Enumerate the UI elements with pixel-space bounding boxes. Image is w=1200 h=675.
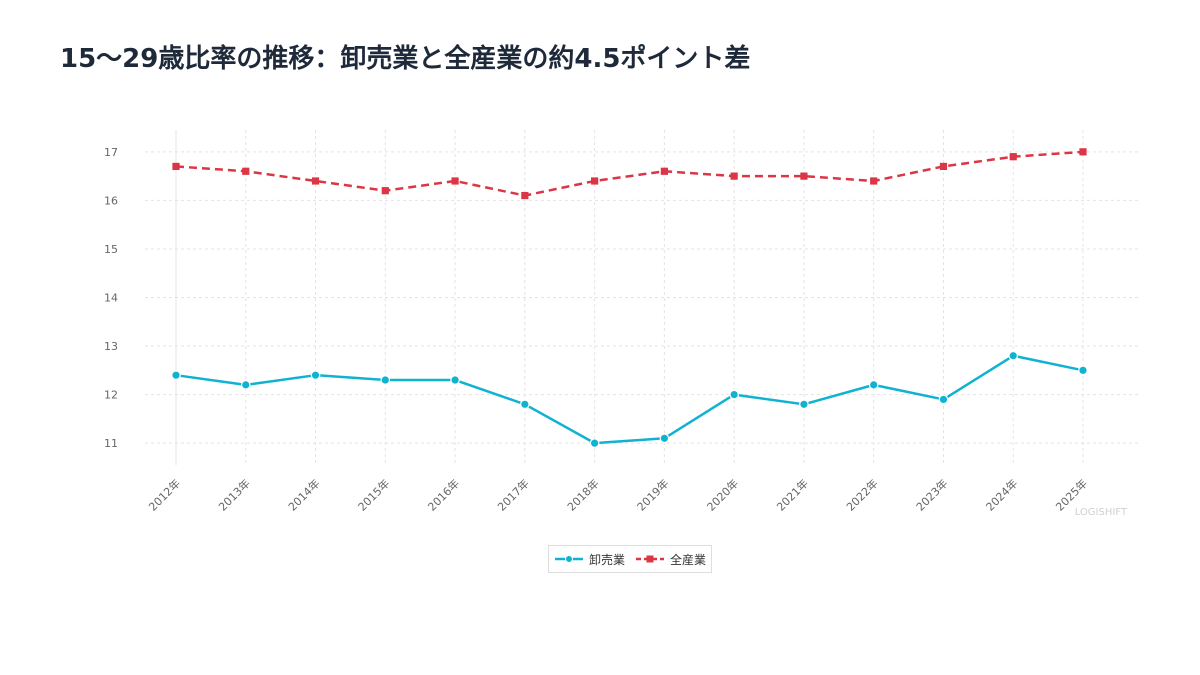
data-point-wholesale[interactable]: [1078, 365, 1088, 376]
legend: 卸売業 全産業: [548, 545, 712, 573]
data-point-all-industries[interactable]: [451, 177, 459, 185]
y-tick-label: 17: [104, 146, 118, 159]
y-tick-label: 16: [104, 194, 118, 207]
legend-item-wholesale[interactable]: 卸売業: [554, 551, 625, 568]
data-point-wholesale[interactable]: [729, 389, 739, 400]
legend-swatch-circle-icon: [554, 555, 583, 563]
data-point-wholesale[interactable]: [868, 380, 879, 390]
y-tick-label: 15: [104, 243, 118, 256]
data-point-wholesale[interactable]: [1008, 350, 1019, 361]
legend-label-wholesale: 卸売業: [588, 552, 625, 567]
data-point-all-industries[interactable]: [1079, 148, 1087, 156]
data-point-wholesale[interactable]: [520, 399, 530, 410]
x-tick-label: 2024年: [983, 476, 1020, 513]
data-point-wholesale[interactable]: [240, 380, 251, 390]
data-point-wholesale[interactable]: [659, 433, 670, 444]
x-tick-label: 2018年: [564, 476, 601, 513]
data-point-all-industries[interactable]: [242, 167, 250, 175]
data-point-all-industries[interactable]: [800, 172, 808, 180]
legend-swatch-square-icon: [636, 555, 664, 563]
data-point-all-industries[interactable]: [870, 177, 878, 185]
data-point-all-industries[interactable]: [939, 162, 948, 171]
data-point-wholesale[interactable]: [380, 375, 391, 385]
legend-label-all-industries: 全産業: [670, 552, 707, 567]
x-tick-label: 2023年: [913, 476, 950, 513]
x-tick-label: 2017年: [494, 476, 531, 513]
data-point-all-industries[interactable]: [660, 167, 668, 175]
y-tick-label: 13: [104, 340, 118, 353]
series-line-all-industries: [175, 150, 1084, 197]
data-point-wholesale[interactable]: [450, 375, 460, 385]
y-axis-ticks: 11 12 13 14 15 16 17: [104, 146, 118, 450]
chart-title: 15〜29歳比率の推移：卸売業と全産業の約4.5ポイント差: [60, 44, 751, 74]
x-tick-label: 2019年: [634, 476, 671, 513]
data-point-all-industries[interactable]: [591, 177, 599, 185]
watermark: LOGISHIFT: [1075, 507, 1128, 518]
data-point-all-industries[interactable]: [730, 172, 738, 180]
y-tick-label: 11: [104, 437, 118, 450]
x-tick-label: 2015年: [355, 476, 392, 513]
data-point-wholesale[interactable]: [799, 399, 809, 410]
data-point-wholesale[interactable]: [310, 370, 321, 380]
series-layer: [171, 148, 1088, 448]
y-tick-label: 12: [104, 389, 118, 402]
data-point-all-industries[interactable]: [521, 191, 529, 200]
data-point-wholesale[interactable]: [589, 438, 600, 448]
data-point-all-industries[interactable]: [172, 162, 180, 171]
x-tick-label: 2021年: [774, 476, 811, 513]
x-tick-label: 2012年: [146, 476, 183, 513]
series-line-wholesale: [175, 354, 1084, 445]
data-point-all-industries[interactable]: [381, 187, 389, 195]
x-tick-label: 2016年: [425, 476, 462, 513]
legend-item-all-industries[interactable]: 全産業: [635, 551, 706, 568]
data-point-wholesale[interactable]: [171, 370, 181, 380]
x-tick-label: 2013年: [215, 476, 252, 513]
data-point-wholesale[interactable]: [938, 394, 949, 405]
x-tick-label: 2020年: [704, 476, 741, 513]
data-point-all-industries[interactable]: [311, 177, 320, 185]
x-axis-ticks: 2012年 2013年 2014年 2015年 2016年 2017年 2018年 2019年…: [146, 476, 1090, 513]
x-tick-label: 2022年: [843, 476, 880, 513]
grid-lines: [145, 130, 1138, 465]
y-tick-label: 14: [104, 292, 118, 305]
x-tick-label: 2014年: [285, 476, 322, 513]
data-point-all-industries[interactable]: [1009, 153, 1017, 161]
